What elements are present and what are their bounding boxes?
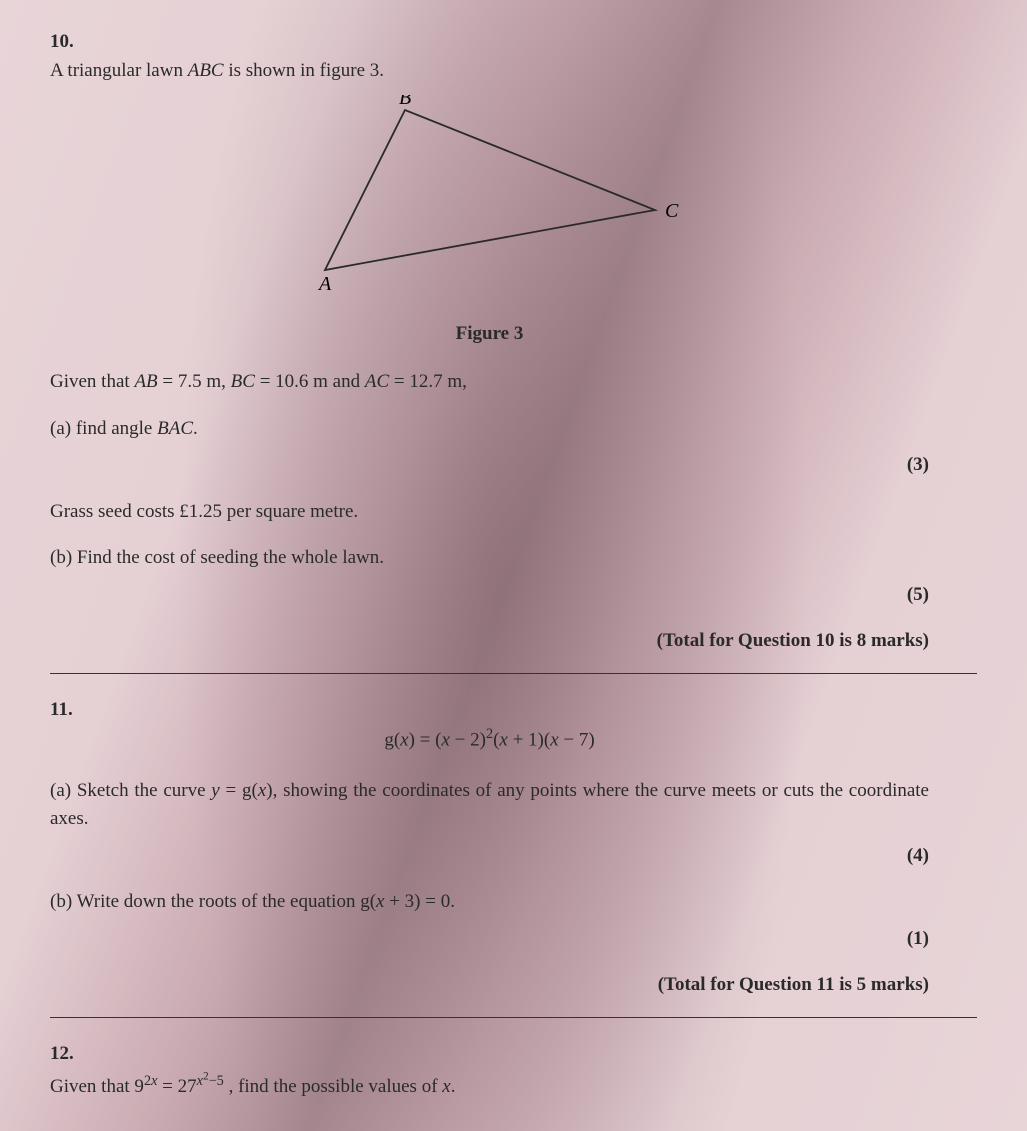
q11-body: g(x) = (x − 2)2(x + 1)(x − 7) (a) Sketch… (50, 724, 929, 1005)
q11-number: 11. (50, 696, 94, 725)
question-12: 12. Given that 92x = 27x2−5 , find the p… (50, 1040, 977, 1102)
q12-body: Given that 92x = 27x2−5 , find the possi… (50, 1068, 929, 1102)
question-10: 10. A triangular lawn ABC is shown in fi… (50, 28, 977, 661)
q10-intro: A triangular lawn ABC is shown in figure… (50, 60, 384, 81)
triangle-svg: A B C (285, 95, 695, 295)
q11-marks-a: (4) (50, 842, 929, 871)
q10-body: A triangular lawn ABC is shown in figure… (50, 57, 929, 661)
triangle-shape (325, 110, 655, 270)
q10-grass: Grass seed costs £1.25 per square metre. (50, 498, 929, 527)
q12-number: 12. (50, 1040, 94, 1069)
q10-marks-a: (3) (50, 451, 929, 480)
q10-given: Given that AB = 7.5 m, BC = 10.6 m and A… (50, 368, 929, 397)
q10-number: 10. (50, 28, 94, 57)
q10-total: (Total for Question 10 is 8 marks) (50, 627, 929, 656)
divider-1 (50, 673, 977, 674)
exp1: 2x (144, 1073, 157, 1089)
q11-part-a: (a) Sketch the curve y = g(x), showing t… (50, 777, 929, 834)
figure-caption: Figure 3 (50, 320, 929, 349)
exp2: x2−5 (197, 1073, 224, 1089)
vertex-c-label: C (665, 200, 679, 222)
q11-marks-b: (1) (50, 925, 929, 954)
q11-total: (Total for Question 11 is 5 marks) (50, 971, 929, 1000)
q11-part-b: (b) Write down the roots of the equation… (50, 888, 929, 917)
q10-part-b: (b) Find the cost of seeding the whole l… (50, 544, 929, 573)
divider-2 (50, 1017, 977, 1018)
q10-marks-b: (5) (50, 581, 929, 610)
vertex-b-label: B (399, 95, 411, 109)
question-11: 11. g(x) = (x − 2)2(x + 1)(x − 7) (a) Sk… (50, 696, 977, 1005)
figure-3-container: A B C (50, 95, 929, 305)
q11-equation: g(x) = (x − 2)2(x + 1)(x − 7) (50, 724, 929, 755)
vertex-a-label: A (317, 273, 332, 295)
q10-part-a: (a) find angle BAC. (50, 415, 929, 444)
